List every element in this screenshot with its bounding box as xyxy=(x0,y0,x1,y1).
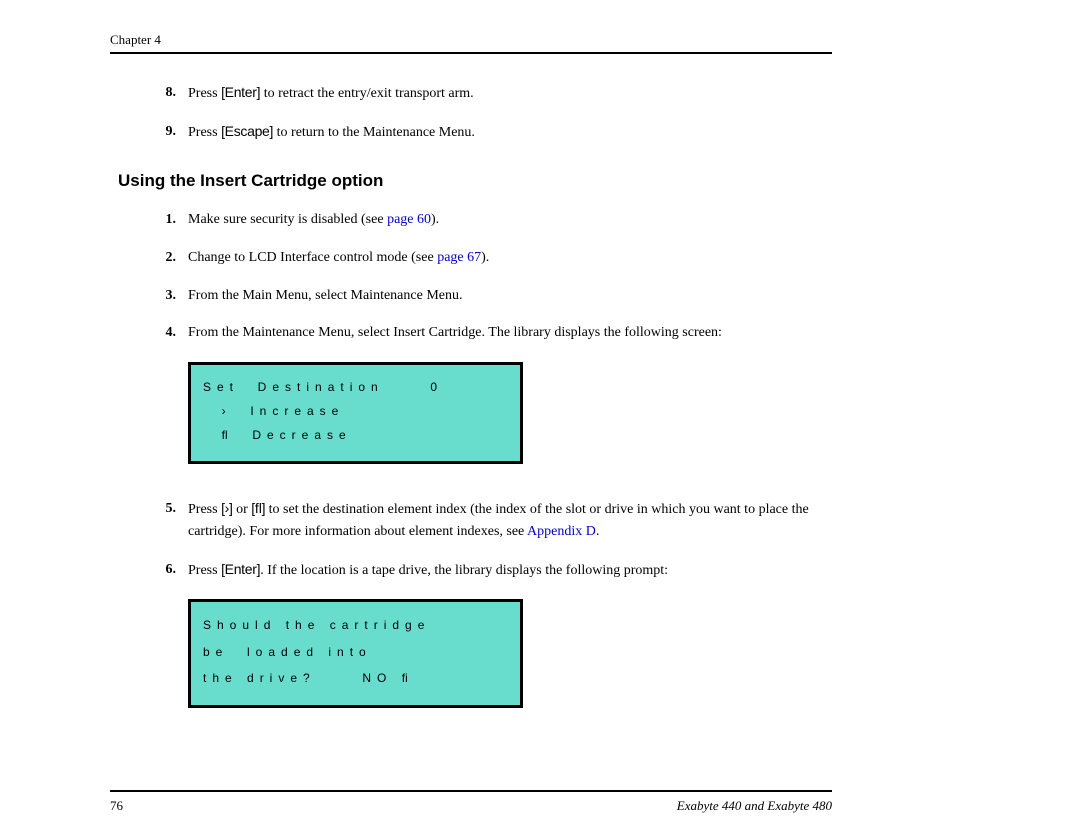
lcd-screen-1: Set Destination 0 › Increase ﬂ Decrease xyxy=(188,362,523,464)
step-body: Press [Escape] to return to the Maintena… xyxy=(188,121,832,144)
step-body: Press [Enter] to retract the entry/exit … xyxy=(188,82,832,105)
step-text: ). xyxy=(431,212,439,227)
step-number: 3. xyxy=(110,285,188,307)
key-label: [Enter] xyxy=(221,84,260,100)
step-text: Press xyxy=(188,125,221,140)
lcd-row: Should the cartridge xyxy=(203,612,508,638)
lcd-row: ﬂ Decrease xyxy=(203,423,508,447)
page-number: 76 xyxy=(110,798,123,814)
step-text: ). xyxy=(481,250,489,265)
key-label: [›] xyxy=(221,500,233,516)
step-body: From the Maintenance Menu, select Insert… xyxy=(188,322,832,482)
header-rule xyxy=(110,52,832,54)
step-number: 5. xyxy=(110,498,188,542)
lcd-row: › Increase xyxy=(203,399,508,423)
step-body: From the Main Menu, select Maintenance M… xyxy=(188,285,832,307)
step-8: 8. Press [Enter] to retract the entry/ex… xyxy=(110,82,832,105)
step-text: to retract the entry/exit transport arm. xyxy=(260,86,473,101)
step-text: to return to the Maintenance Menu. xyxy=(273,125,475,140)
step-text: . xyxy=(596,524,600,539)
section-heading: Using the Insert Cartridge option xyxy=(118,171,832,191)
key-label: [Escape] xyxy=(221,123,273,139)
step-text: Press xyxy=(188,86,221,101)
step-number: 1. xyxy=(110,209,188,231)
step-number: 9. xyxy=(110,121,188,144)
step-3: 3. From the Main Menu, select Maintenanc… xyxy=(110,285,832,307)
step-4: 4. From the Maintenance Menu, select Ins… xyxy=(110,322,832,482)
step-text: Press xyxy=(188,563,221,578)
footer-rule xyxy=(110,790,832,792)
step-body: Change to LCD Interface control mode (se… xyxy=(188,247,832,269)
step-text: . If the location is a tape drive, the l… xyxy=(260,563,668,578)
page-link[interactable]: page 60 xyxy=(387,212,431,227)
step-body: Press [›] or [ﬂ] to set the destination … xyxy=(188,498,832,542)
step-number: 8. xyxy=(110,82,188,105)
appendix-link[interactable]: Appendix D xyxy=(527,524,596,539)
footer-title: Exabyte 440 and Exabyte 480 xyxy=(677,798,832,814)
step-1: 1. Make sure security is disabled (see p… xyxy=(110,209,832,231)
chapter-header: Chapter 4 xyxy=(110,32,832,48)
step-6: 6. Press [Enter]. If the location is a t… xyxy=(110,559,832,719)
step-text: or xyxy=(233,502,252,517)
step-text: to set the destination element index (th… xyxy=(188,502,809,539)
step-number: 4. xyxy=(110,322,188,482)
lcd-row: the drive? NO ﬁ xyxy=(203,665,508,691)
step-2: 2. Change to LCD Interface control mode … xyxy=(110,247,832,269)
step-text: Press xyxy=(188,502,221,517)
lcd-row: be loaded into xyxy=(203,639,508,665)
page-link[interactable]: page 67 xyxy=(437,250,481,265)
page-footer: 76 Exabyte 440 and Exabyte 480 xyxy=(110,790,832,814)
step-text: Make sure security is disabled (see xyxy=(188,212,387,227)
lcd-row: Set Destination 0 xyxy=(203,375,508,399)
step-text: From the Maintenance Menu, select Insert… xyxy=(188,325,722,340)
lcd-screen-2: Should the cartridge be loaded into the … xyxy=(188,599,523,708)
step-5: 5. Press [›] or [ﬂ] to set the destinati… xyxy=(110,498,832,542)
step-number: 6. xyxy=(110,559,188,719)
step-body: Press [Enter]. If the location is a tape… xyxy=(188,559,832,719)
key-label: [ﬂ] xyxy=(251,500,265,516)
step-number: 2. xyxy=(110,247,188,269)
step-text: Change to LCD Interface control mode (se… xyxy=(188,250,437,265)
key-label: [Enter] xyxy=(221,561,260,577)
step-9: 9. Press [Escape] to return to the Maint… xyxy=(110,121,832,144)
step-body: Make sure security is disabled (see page… xyxy=(188,209,832,231)
